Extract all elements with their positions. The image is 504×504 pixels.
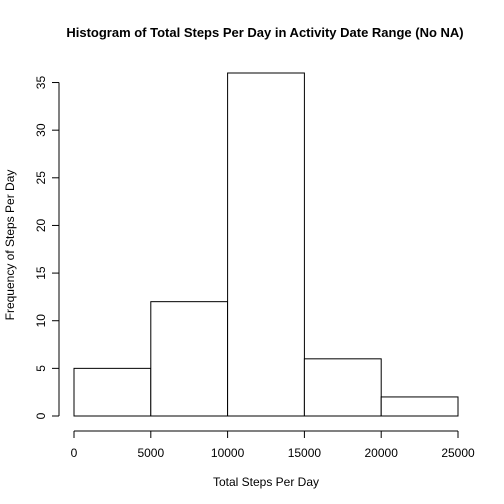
x-tick-label-2: 10000 bbox=[211, 446, 245, 460]
x-axis-label: Total Steps Per Day bbox=[213, 475, 319, 489]
x-tick-label-4: 20000 bbox=[365, 446, 399, 460]
y-axis: 0 5 10 15 20 25 30 35 bbox=[34, 76, 60, 419]
bars-group bbox=[73, 72, 459, 417]
histogram-bar-3 bbox=[303, 358, 382, 417]
x-tick-label-0: 0 bbox=[71, 446, 78, 460]
y-tick-label-3: 15 bbox=[34, 266, 48, 280]
x-tick-label-3: 15000 bbox=[288, 446, 322, 460]
y-tick-label-1: 5 bbox=[34, 365, 48, 372]
x-tick-label-5: 25000 bbox=[441, 446, 475, 460]
y-tick-label-0: 0 bbox=[34, 412, 48, 419]
y-tick-label-4: 20 bbox=[34, 218, 48, 232]
y-tick-label-5: 25 bbox=[34, 171, 48, 185]
histogram-bar-4 bbox=[380, 396, 459, 417]
histogram-bar-0 bbox=[73, 367, 152, 417]
y-tick-label-2: 10 bbox=[34, 314, 48, 328]
x-tick-label-1: 5000 bbox=[137, 446, 164, 460]
histogram-bar-2 bbox=[227, 72, 305, 417]
y-axis-label: Frequency of Steps Per Day bbox=[3, 170, 17, 321]
chart-title: Histogram of Total Steps Per Day in Acti… bbox=[66, 25, 463, 40]
y-tick-label-6: 30 bbox=[34, 123, 48, 137]
y-tick-label-7: 35 bbox=[34, 76, 48, 90]
x-axis: 0 5000 10000 15000 20000 25000 bbox=[71, 430, 475, 460]
histogram-bar-1 bbox=[150, 301, 229, 417]
